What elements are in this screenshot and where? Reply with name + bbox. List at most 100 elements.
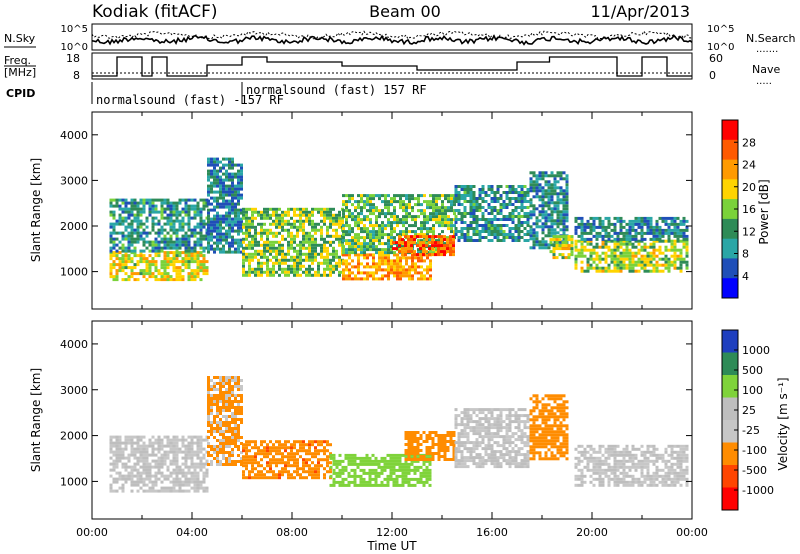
echo-band bbox=[207, 376, 243, 466]
x-tick-label: 08:00 bbox=[276, 526, 308, 539]
echo-band bbox=[109, 435, 209, 493]
colorbar-swatch bbox=[722, 199, 738, 220]
power-panel: Slant Range [km] 1000 2000 3000 4000 bbox=[29, 111, 693, 310]
velocity-colorbar-label: Velocity [m s⁻¹] bbox=[776, 377, 790, 470]
noise-left-tick-top: 10^5 bbox=[61, 24, 88, 35]
colorbar-swatch bbox=[722, 420, 738, 443]
noise-sky-trace bbox=[91, 34, 693, 46]
colorbar-tick-label: -1000 bbox=[742, 484, 774, 497]
colorbar-swatch bbox=[722, 465, 738, 488]
noise-search-trace bbox=[91, 30, 693, 40]
noise-sky-label: N.Sky bbox=[4, 32, 36, 45]
x-tick-label: 20:00 bbox=[576, 526, 608, 539]
x-tick-label: 00:00 bbox=[676, 526, 708, 539]
echo-band bbox=[529, 394, 569, 461]
cpid-segment-1: normalsound (fast) -157 RF bbox=[96, 93, 284, 107]
freq-trace bbox=[92, 56, 692, 77]
colorbar-swatch bbox=[722, 487, 738, 511]
colorbar-tick-label: -100 bbox=[742, 444, 767, 457]
x-tick-label: 00:00 bbox=[76, 526, 108, 539]
echo-band bbox=[454, 185, 530, 242]
colorbar-tick-label: 1000 bbox=[742, 344, 770, 357]
freq-left-tick-top: 18 bbox=[66, 52, 80, 65]
colorbar-tick-label: 24 bbox=[742, 159, 756, 172]
y-tick-label: 2000 bbox=[60, 220, 88, 233]
power-ylabel: Slant Range [km] bbox=[29, 158, 43, 262]
noise-search-label: N.Search bbox=[746, 32, 796, 45]
colorbar-swatch bbox=[722, 352, 738, 376]
noise-search-line: ....... bbox=[756, 44, 778, 55]
echo-band bbox=[574, 216, 689, 241]
noise-right-tick-bottom: 10^0 bbox=[707, 42, 734, 53]
cpid-segment-2: normalsound (fast) 157 RF bbox=[246, 83, 427, 97]
colorbar-tick-label: -25 bbox=[742, 424, 760, 437]
echo-band bbox=[329, 453, 432, 487]
echo-band bbox=[342, 253, 432, 281]
cpid-label: CPID bbox=[6, 87, 35, 100]
colorbar-tick-label: 8 bbox=[742, 248, 749, 261]
colorbar-swatch bbox=[722, 397, 738, 421]
y-tick-label: 1000 bbox=[60, 475, 88, 488]
date-title: 11/Apr/2013 bbox=[590, 2, 690, 21]
colorbar-swatch bbox=[722, 330, 738, 353]
velocity-panel: Slant Range [km] 1000 2000 3000 4000 00:00 0… bbox=[29, 320, 708, 553]
colorbar-swatch bbox=[722, 179, 738, 200]
noise-right-tick-top: 10^5 bbox=[707, 24, 734, 35]
velocity-ylabel: Slant Range [km] bbox=[29, 368, 43, 472]
x-tick-label: 16:00 bbox=[476, 526, 508, 539]
y-tick-label: 3000 bbox=[60, 174, 88, 187]
colorbar-tick-label: 12 bbox=[742, 225, 756, 238]
colorbar-tick-label: 20 bbox=[742, 181, 756, 194]
echo-band bbox=[207, 157, 243, 254]
colorbar-swatch bbox=[722, 238, 738, 259]
y-tick-label: 4000 bbox=[60, 129, 88, 142]
echo-band bbox=[392, 235, 455, 257]
freq-right-tick-top: 60 bbox=[709, 52, 723, 65]
echo-band bbox=[404, 431, 456, 461]
beam-title: Beam 00 bbox=[369, 2, 441, 21]
x-tick-label: 04:00 bbox=[176, 526, 208, 539]
colorbar-tick-label: -500 bbox=[742, 464, 767, 477]
colorbar-tick-label: 100 bbox=[742, 384, 763, 397]
freq-label-line2: [MHz] bbox=[4, 66, 36, 79]
power-colorbar: 28 24 20 16 12 8 4 Power [dB] bbox=[721, 119, 771, 299]
echo-band bbox=[109, 251, 209, 282]
noise-left-tick-bottom: 10^0 bbox=[61, 42, 88, 53]
colorbar-tick-label: 25 bbox=[742, 404, 756, 417]
y-tick-label: 3000 bbox=[60, 384, 88, 397]
colorbar-swatch bbox=[722, 375, 738, 398]
y-tick-label: 4000 bbox=[60, 338, 88, 351]
colorbar-swatch bbox=[722, 218, 738, 240]
echo-band bbox=[549, 235, 574, 260]
echo-band bbox=[454, 408, 530, 469]
colorbar-swatch bbox=[722, 258, 738, 279]
colorbar-swatch bbox=[722, 278, 738, 299]
freq-right-tick-bottom: 0 bbox=[709, 69, 716, 82]
x-tick-label: 12:00 bbox=[376, 526, 408, 539]
colorbar-tick-label: 4 bbox=[742, 270, 749, 283]
y-tick-label: 2000 bbox=[60, 430, 88, 443]
freq-panel: Freq. [MHz] Nave ..... 18 8 60 0 bbox=[4, 52, 780, 87]
echo-band bbox=[529, 171, 569, 250]
echo-band bbox=[574, 444, 689, 487]
echo-band bbox=[242, 207, 344, 277]
colorbar-tick-label: 28 bbox=[742, 136, 756, 149]
echo-band bbox=[242, 440, 332, 480]
colorbar-swatch bbox=[722, 120, 738, 141]
echo-band bbox=[574, 239, 689, 273]
nave-label: Nave bbox=[752, 63, 780, 76]
nave-line: ..... bbox=[756, 76, 772, 87]
freq-label-line1: Freq. bbox=[4, 54, 31, 67]
freq-left-tick-bottom: 8 bbox=[73, 69, 80, 82]
colorbar-swatch bbox=[722, 442, 738, 466]
station-title: Kodiak (fitACF) bbox=[92, 2, 218, 22]
echo-band bbox=[109, 198, 209, 253]
colorbar-tick-label: 16 bbox=[742, 203, 756, 216]
cpid-panel: CPID normalsound (fast) -157 RF normalso… bbox=[6, 82, 427, 107]
colorbar-tick-label: 500 bbox=[742, 364, 763, 377]
power-colorbar-label: Power [dB] bbox=[757, 179, 771, 244]
time-xlabel: Time UT bbox=[366, 539, 417, 553]
velocity-colorbar: 1000 500 100 25 -25 -100 -500 -1000 Velocity [m… bbox=[721, 329, 790, 511]
noise-panel: N.Sky N.Search ....... 10^5 10^0 10^5 10… bbox=[4, 23, 796, 55]
